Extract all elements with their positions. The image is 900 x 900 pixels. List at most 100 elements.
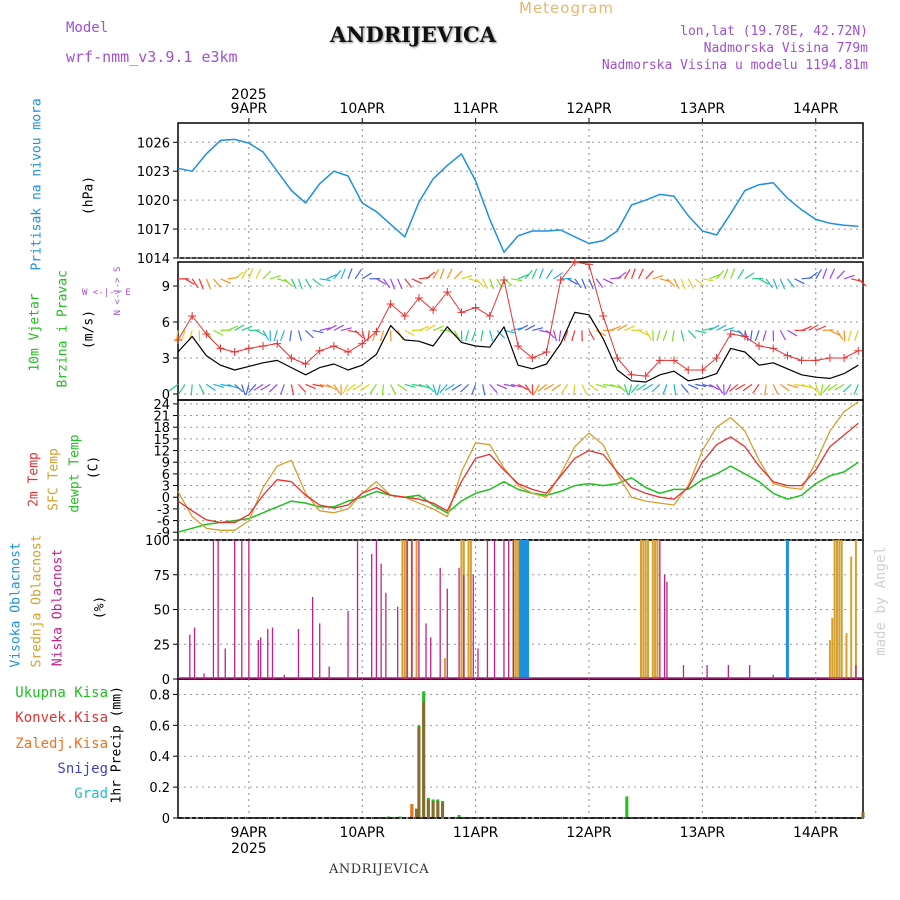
wind-direction-arrow [662,330,668,342]
precip-bar [441,802,445,818]
wind-direction-arrow [198,278,204,290]
precipitation-frame [177,678,864,819]
wind-direction-arrow [465,330,470,342]
wind-direction-arrow [471,330,477,342]
precip-bar [431,801,435,818]
wind-direction-arrow [588,330,595,341]
precipitation-ytick-label: 0.6 [149,719,170,734]
wind-direction-arrow [638,268,644,280]
wind-ytick-label: 0 [162,388,170,403]
wind-direction-arrow [729,383,739,392]
wind-direction-arrow [836,330,844,341]
wind-direction-arrow [603,383,615,387]
wind-direction-arrow [822,329,834,331]
precip-bar [398,816,402,818]
wind-gust-marker [471,303,480,312]
wind-direction-arrow [453,330,461,341]
wind-gust-marker [556,276,565,284]
wind-direction-arrow [227,325,238,331]
precip-bar [422,702,426,818]
wind-direction-arrow [480,330,484,342]
wind-direction-arrow [404,278,413,288]
wind-direction-arrow [779,278,786,290]
wind-direction-arrow [312,278,322,287]
wind-direction-arrow [742,383,753,392]
wind-direction-arrow [737,269,745,280]
wind-direction-arrow [255,268,262,280]
wind-direction-arrow [645,330,652,341]
wind-gust-marker [188,312,197,320]
wind-direction-arrow [595,383,607,388]
wind-gust-marker [797,356,806,365]
wind-direction-arrow [822,384,831,394]
wind-direction-arrow [517,324,529,331]
wind-direction-arrow [567,278,578,285]
wind-gust-marker [457,308,466,317]
wind-direction-arrow [425,271,436,280]
wind-direction-arrow [537,383,547,392]
wind-direction-arrow [630,268,636,280]
bottom-year-label: 2025 [231,841,267,857]
wind-gust-marker [641,372,650,380]
wind-direction-arrow [751,277,764,280]
wind-direction-arrow [836,270,845,280]
wind-direction-arrow [290,278,297,289]
wind-direction-arrow [616,383,626,393]
wind-direction-arrow [297,278,303,290]
cloud-ytick-label: 100 [145,534,170,549]
wind-direction-arrow [191,278,199,289]
wind-direction-arrow [623,384,629,395]
wind-gust-marker [570,258,579,266]
top-day-label: 10APR [339,101,385,117]
wind-direction-arrow [787,383,799,389]
model-elevation: Nadmorska Visina u modelu 1194.81m [601,58,868,73]
wind-direction-arrow [543,383,554,391]
wind-direction-arrow [815,325,827,331]
wind-direction-arrow [808,383,818,393]
wind-direction-arrow [560,384,569,394]
wind-direction-arrow [801,383,813,389]
wind-gust-marker [599,312,608,320]
precipitation-ytick-label: 0.2 [149,781,170,796]
wind-direction-arrow [346,383,356,392]
wind-direction-arrow [652,274,664,280]
precipitation-ytick-label: 0 [162,812,170,827]
page-title: ANDRIJEVICA [330,22,497,47]
wind-direction-arrow [234,271,244,280]
precip-bar [410,804,414,818]
wind-direction-arrow [312,383,324,388]
precipitation-ytick-label: 0.4 [149,750,170,765]
wind-direction-arrow [418,325,430,331]
wind-gust-marker [202,330,211,338]
wind-direction-arrow [451,383,462,391]
precip-legend-graupel: Grad [74,786,108,802]
wind-ytick-label: 3 [162,352,170,367]
wind-gust-marker [259,342,268,350]
wind-direction-arrow [482,278,489,289]
temperature-ytick-label: 12 [153,445,170,460]
wind-direction-arrow [642,383,654,391]
wind-direction-arrow [829,268,836,280]
bottom-day-label: 11APR [453,825,499,841]
wind-direction-arrow [524,324,536,331]
wind-direction-arrow [241,384,246,396]
wind-direction-arrow [651,383,661,393]
cloud-ytick-label: 75 [153,569,170,584]
bottom-day-label: 12APR [566,825,612,841]
wind-direction-arrow [178,384,186,394]
top-day-label: 14APR [793,101,839,117]
wind-direction-arrow [175,330,179,342]
wind-direction-arrow [439,268,445,280]
wind-direction-arrow [354,269,362,280]
wind-direction-arrow [702,278,714,282]
wind-direction-arrow [262,270,272,280]
wind-direction-arrow [716,270,725,280]
wind-direction-arrow [260,383,271,391]
footer-station: ANDRIJEVICA [329,862,430,877]
wind-gust-marker [670,356,679,365]
wind-direction-arrow [617,324,628,331]
precip-legend-frozen: Zaledj.Kisa [15,736,108,752]
wind-direction-arrow [573,384,576,396]
wind-direction-arrow [744,330,749,342]
pressure-frame [177,122,864,259]
